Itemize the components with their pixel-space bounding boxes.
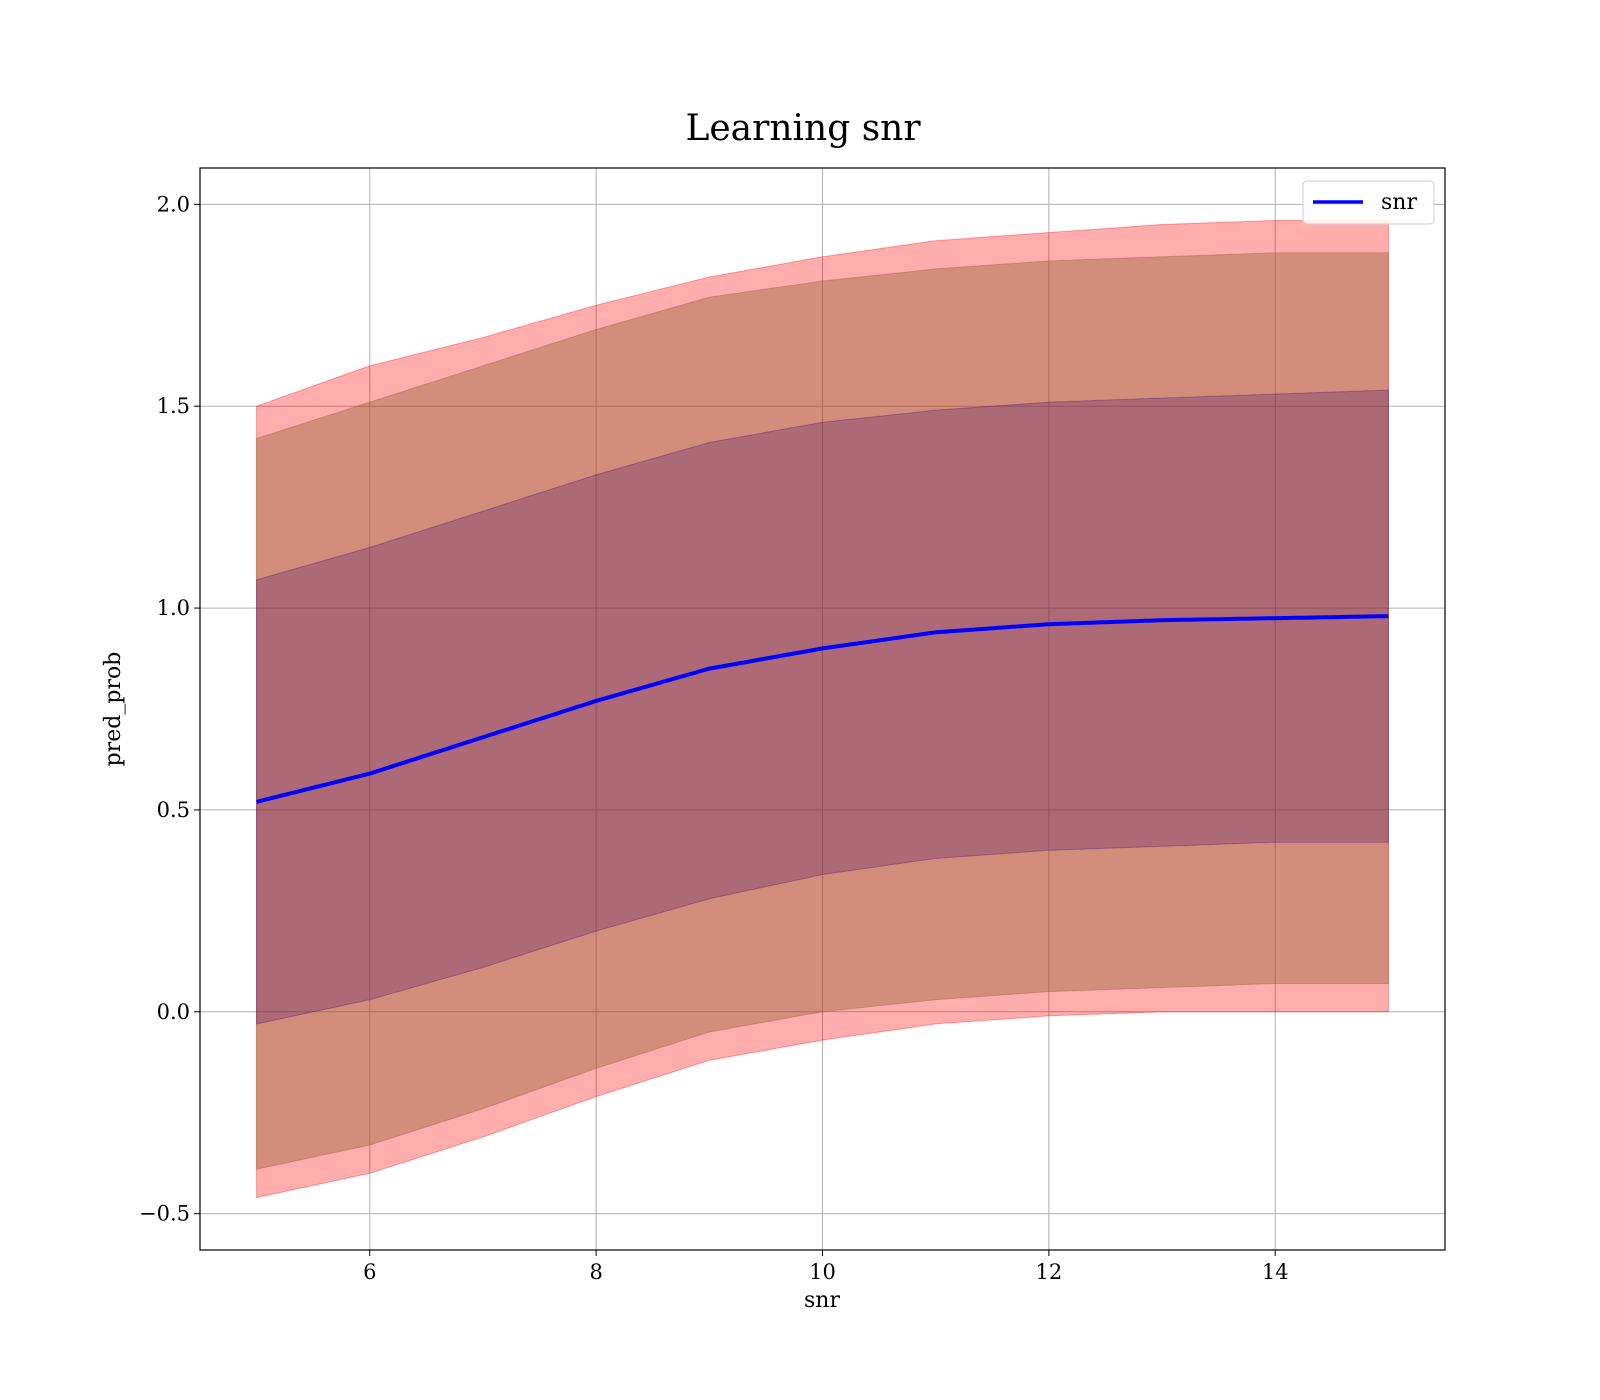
x-tick-label: 12 <box>1035 1260 1062 1284</box>
y-axis-ticks: −0.5 0.0 0.5 1.0 1.5 2.0 <box>139 192 200 1226</box>
y-tick-label: 1.0 <box>157 596 190 620</box>
confidence-bands <box>256 220 1389 1199</box>
grid-lines <box>200 168 1445 1250</box>
band-0 <box>256 220 1389 1199</box>
legend-label-snr: snr <box>1381 190 1417 215</box>
x-tick-label: 8 <box>589 1260 602 1284</box>
x-tick-label: 10 <box>809 1260 836 1284</box>
band-2 <box>256 389 1389 1025</box>
x-axis-label: snr <box>804 1288 840 1313</box>
legend-box <box>1302 180 1435 225</box>
y-tick-label: −0.5 <box>139 1202 190 1226</box>
chart-title: Learning snr <box>685 108 921 149</box>
y-axis-label: pred_prob <box>101 652 126 767</box>
band-1 <box>256 252 1389 1170</box>
y-tick-label: 1.5 <box>157 394 190 418</box>
x-axis-ticks: 6 8 10 12 14 <box>363 1250 1289 1284</box>
x-tick-label: 6 <box>363 1260 376 1284</box>
x-tick-label: 14 <box>1262 1260 1289 1284</box>
legend: snr <box>1302 180 1435 225</box>
y-tick-label: 2.0 <box>157 192 190 216</box>
series-line-snr <box>256 614 1389 804</box>
data-series <box>256 614 1389 804</box>
y-tick-label: 0.0 <box>157 1000 190 1024</box>
y-tick-label: 0.5 <box>157 798 190 822</box>
